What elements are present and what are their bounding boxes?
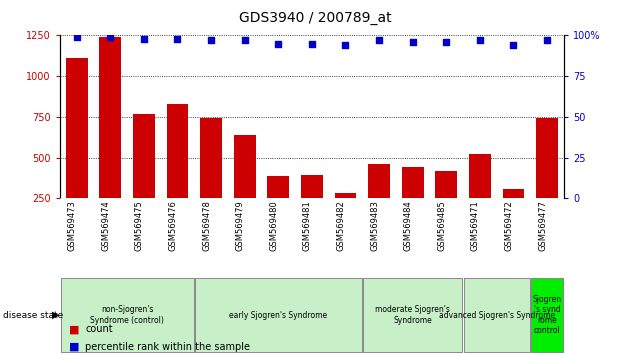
Text: moderate Sjogren's
Syndrome: moderate Sjogren's Syndrome: [375, 306, 450, 325]
FancyBboxPatch shape: [60, 278, 193, 353]
Text: ■: ■: [69, 324, 80, 334]
Bar: [267, 176, 289, 239]
Bar: [435, 171, 457, 239]
Point: [139, 36, 149, 41]
Point: [307, 41, 317, 46]
Point: [542, 38, 552, 43]
Text: GSM569477: GSM569477: [538, 201, 547, 251]
Bar: [469, 154, 491, 239]
Text: GSM569478: GSM569478: [202, 201, 211, 251]
Text: percentile rank within the sample: percentile rank within the sample: [85, 342, 250, 352]
Point: [340, 42, 350, 48]
Bar: [66, 58, 88, 239]
Bar: [503, 189, 524, 239]
Point: [206, 38, 216, 43]
Text: GSM569476: GSM569476: [168, 201, 178, 251]
Text: count: count: [85, 324, 113, 334]
Point: [105, 34, 115, 40]
Text: GSM569484: GSM569484: [404, 201, 413, 251]
Point: [173, 36, 183, 41]
Text: disease state: disease state: [3, 310, 64, 320]
Text: GSM569473: GSM569473: [67, 201, 77, 251]
Bar: [200, 119, 222, 239]
Bar: [402, 167, 423, 239]
Bar: [166, 104, 188, 239]
Bar: [100, 37, 121, 239]
Text: ▶: ▶: [52, 310, 59, 320]
Text: GSM569475: GSM569475: [135, 201, 144, 251]
Point: [408, 39, 418, 45]
Text: GSM569482: GSM569482: [336, 201, 345, 251]
Bar: [368, 164, 390, 239]
FancyBboxPatch shape: [363, 278, 462, 353]
Text: non-Sjogren's
Syndrome (control): non-Sjogren's Syndrome (control): [90, 306, 164, 325]
Point: [441, 39, 451, 45]
Text: early Sjogren's Syndrome: early Sjogren's Syndrome: [229, 310, 328, 320]
Text: GSM569474: GSM569474: [101, 201, 110, 251]
Text: GSM569480: GSM569480: [269, 201, 278, 251]
Text: GSM569479: GSM569479: [236, 201, 244, 251]
Text: ■: ■: [69, 342, 80, 352]
Point: [72, 34, 82, 40]
Point: [475, 38, 485, 43]
Text: GSM569472: GSM569472: [505, 201, 513, 251]
FancyBboxPatch shape: [195, 278, 362, 353]
Point: [374, 38, 384, 43]
Point: [239, 38, 249, 43]
FancyBboxPatch shape: [464, 278, 530, 353]
Text: advanced Sjogren's Syndrome: advanced Sjogren's Syndrome: [438, 310, 554, 320]
Point: [273, 41, 284, 46]
Point: [508, 42, 518, 48]
Text: GSM569483: GSM569483: [370, 201, 379, 251]
Bar: [335, 193, 357, 239]
FancyBboxPatch shape: [531, 278, 563, 353]
Bar: [301, 176, 323, 239]
Text: GDS3940 / 200789_at: GDS3940 / 200789_at: [239, 11, 391, 25]
Text: GSM569481: GSM569481: [303, 201, 312, 251]
Text: Sjogren
's synd
rome
control: Sjogren 's synd rome control: [532, 295, 561, 335]
Bar: [133, 114, 155, 239]
Bar: [536, 119, 558, 239]
Bar: [234, 135, 256, 239]
Text: GSM569471: GSM569471: [471, 201, 480, 251]
Text: GSM569485: GSM569485: [437, 201, 446, 251]
